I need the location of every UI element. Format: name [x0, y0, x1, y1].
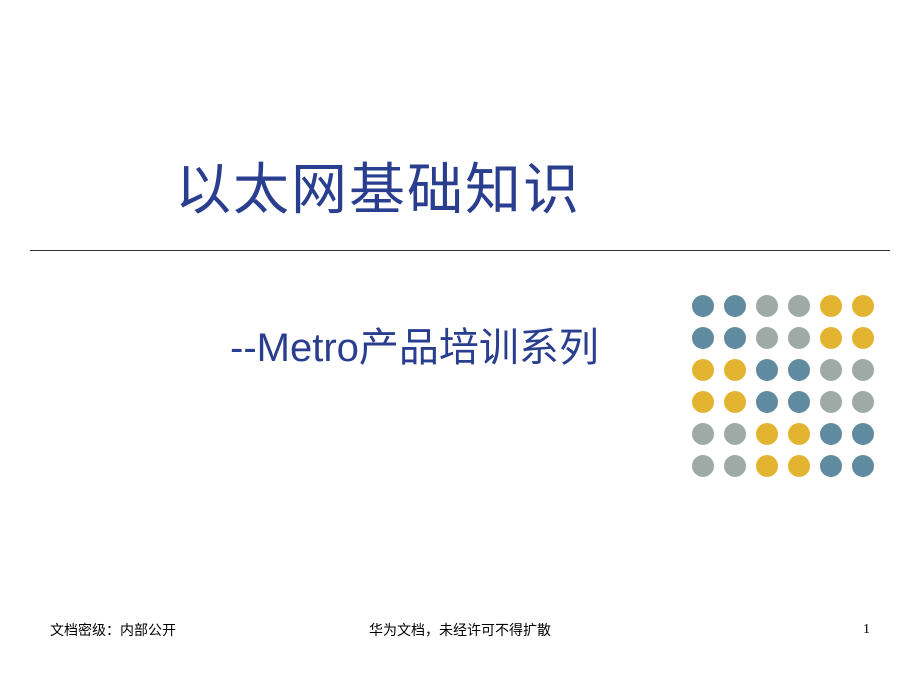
- decorative-dot: [692, 295, 714, 317]
- decorative-dot: [788, 359, 810, 381]
- slide-footer: 文档密级：内部公开 华为文档，未经许可不得扩散 1: [0, 620, 920, 640]
- decorative-dot: [852, 455, 874, 477]
- decorative-dot: [756, 391, 778, 413]
- decorative-dot: [788, 455, 810, 477]
- decorative-dot: [852, 327, 874, 349]
- decorative-dot: [852, 391, 874, 413]
- decorative-dot: [692, 359, 714, 381]
- decorative-dot: [724, 391, 746, 413]
- decorative-dot: [820, 455, 842, 477]
- footer-copyright: 华为文档，未经许可不得扩散: [369, 620, 551, 640]
- decorative-dot: [724, 455, 746, 477]
- decorative-dot: [724, 423, 746, 445]
- slide-container: 以太网基础知识 --Metro产品培训系列 文档密级：内部公开 华为文档，未经许…: [0, 0, 920, 690]
- decorative-dot: [852, 423, 874, 445]
- decorative-dot: [788, 423, 810, 445]
- slide-subtitle: --Metro产品培训系列: [230, 315, 599, 373]
- decorative-dot: [756, 455, 778, 477]
- decorative-dots-grid: [692, 295, 880, 483]
- decorative-dot: [820, 391, 842, 413]
- decorative-dot: [820, 359, 842, 381]
- decorative-dot: [788, 327, 810, 349]
- decorative-dot: [724, 359, 746, 381]
- decorative-dot: [756, 359, 778, 381]
- decorative-dot: [788, 391, 810, 413]
- decorative-dot: [692, 423, 714, 445]
- decorative-dot: [820, 295, 842, 317]
- decorative-dot: [692, 327, 714, 349]
- decorative-dot: [692, 455, 714, 477]
- decorative-dot: [724, 327, 746, 349]
- footer-page-number: 1: [863, 622, 870, 638]
- decorative-dot: [756, 327, 778, 349]
- decorative-dot: [820, 327, 842, 349]
- decorative-dot: [756, 295, 778, 317]
- decorative-dot: [852, 359, 874, 381]
- decorative-dot: [724, 295, 746, 317]
- decorative-dot: [820, 423, 842, 445]
- decorative-dot: [852, 295, 874, 317]
- slide-title: 以太网基础知识: [175, 145, 581, 226]
- title-divider: [30, 250, 890, 251]
- decorative-dot: [788, 295, 810, 317]
- footer-classification: 文档密级：内部公开: [50, 620, 176, 640]
- decorative-dot: [756, 423, 778, 445]
- decorative-dot: [692, 391, 714, 413]
